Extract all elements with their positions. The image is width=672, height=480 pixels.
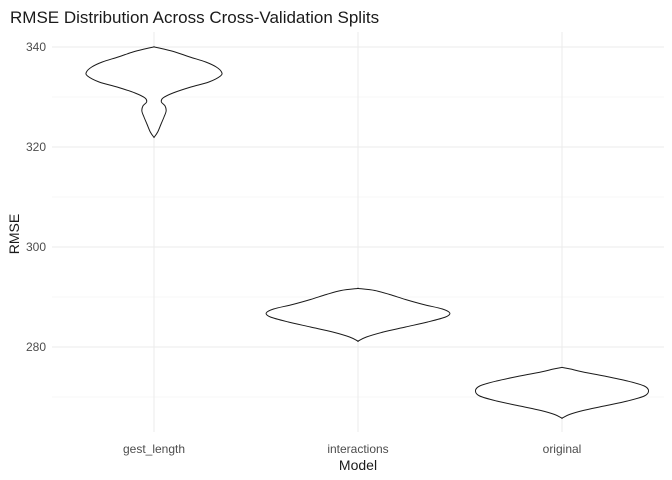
x-axis-title: Model [339, 457, 377, 473]
y-axis-title: RMSE [6, 214, 22, 254]
violins [85, 46, 650, 419]
y-tick-label: 320 [26, 140, 46, 154]
major-gridlines [52, 32, 664, 432]
violin-gest-length [85, 46, 223, 139]
violin-original [474, 366, 650, 419]
x-tick-label: gest_length [123, 442, 185, 456]
y-tick-label: 300 [26, 240, 46, 254]
y-tick-label: 340 [26, 40, 46, 54]
violin-interactions [265, 287, 451, 342]
chart-title: RMSE Distribution Across Cross-Validatio… [10, 8, 379, 27]
y-axis-ticks: 280 300 320 340 [26, 40, 46, 354]
y-tick-label: 280 [26, 340, 46, 354]
x-tick-label: original [543, 442, 582, 456]
x-axis-ticks: gest_length interactions original [123, 442, 581, 456]
x-tick-label: interactions [327, 442, 388, 456]
